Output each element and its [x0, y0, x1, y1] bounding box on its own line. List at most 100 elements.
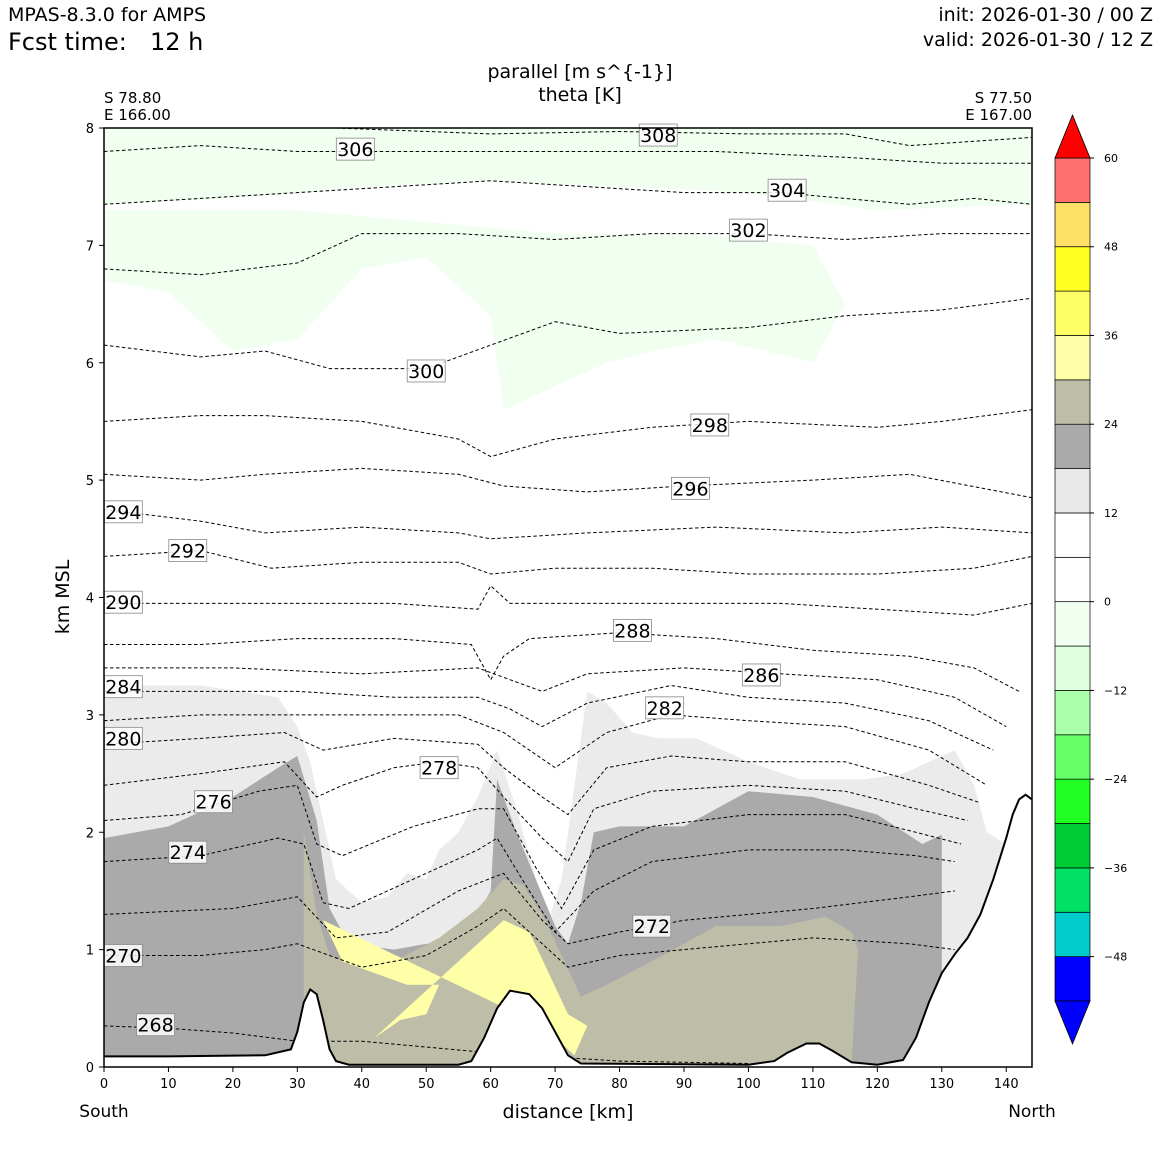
x-tick-label-80: 80 — [611, 1077, 628, 1092]
contour-label-box — [729, 218, 768, 242]
contour-label-278: 278 — [419, 756, 459, 780]
y-tick-label-2: 2 — [86, 826, 94, 841]
theta-contour-278 — [103, 761, 968, 863]
contour-label-292: 292 — [168, 539, 208, 563]
contour-label-296: 296 — [671, 476, 710, 500]
contour-label-268: 268 — [136, 1013, 175, 1037]
wind-fill-layer — [104, 128, 1032, 1065]
theta-contour-294 — [103, 509, 1033, 540]
colorbar-tick-label: −24 — [1104, 773, 1127, 786]
left-coord-lon: E 166.00 — [104, 106, 171, 124]
colorbar-segment — [1054, 601, 1091, 647]
theta-contour-274 — [103, 837, 955, 933]
wind-fill-light-green-top — [104, 128, 1032, 211]
contour-label-box — [741, 663, 781, 687]
colorbar-segment — [1054, 468, 1091, 514]
contour-label-text: 282 — [647, 698, 683, 720]
x-tick-label-110: 110 — [800, 1077, 825, 1092]
colorbar-tick-label: 24 — [1104, 418, 1118, 431]
axes-layer: 0 10 20 30 40 50 60 70 80 90 100 110 120 130 140 0 1 2 3 4 5… — [86, 122, 1033, 1092]
y-tick-label-1: 1 — [86, 944, 94, 959]
contour-label-298: 298 — [690, 413, 730, 437]
colorbar-tick-label: 36 — [1104, 329, 1118, 342]
theta-contour-296 — [103, 467, 1033, 499]
contour-label-280: 280 — [103, 726, 143, 750]
terrain-line — [104, 793, 1033, 1066]
contour-label-box — [194, 790, 233, 814]
contour-label-text: 306 — [337, 139, 373, 161]
contour-label-284: 284 — [103, 675, 143, 699]
left-coord-lat: S 78.80 — [104, 89, 161, 107]
theta-contour-270 — [104, 907, 955, 968]
colorbar-segment — [1054, 867, 1091, 913]
contour-label-text: 278 — [421, 758, 457, 780]
forecast-time-value: 12 h — [150, 28, 204, 56]
contour-label-272: 272 — [632, 914, 672, 938]
contour-label-308: 308 — [638, 123, 678, 147]
colorbar-segment — [1054, 246, 1091, 292]
valid-time: valid: 2026-01-30 / 12 Z — [922, 29, 1153, 51]
theta-contour-306 — [103, 145, 1032, 164]
x-tick-label-120: 120 — [865, 1077, 890, 1092]
wind-fill-light-green-mid — [104, 210, 846, 410]
contour-label-box — [671, 476, 710, 500]
theta-contour-284 — [104, 684, 994, 751]
colorbar-segment — [1054, 379, 1091, 425]
contour-label-text: 290 — [105, 592, 141, 614]
contour-label-270: 270 — [103, 944, 143, 967]
colorbar-under-arrow — [1054, 1000, 1091, 1046]
contour-label-276: 276 — [194, 790, 233, 814]
colorbar-segment — [1054, 290, 1091, 336]
x-tick-label-90: 90 — [676, 1077, 693, 1092]
x-tick-label-30: 30 — [289, 1077, 306, 1092]
contour-label-box — [638, 123, 678, 147]
theta-contour-300 — [103, 297, 1033, 370]
colorbar-segment — [1054, 823, 1091, 869]
contour-label-box — [632, 914, 672, 938]
colorbar-segment — [1054, 734, 1091, 780]
contour-label-box — [645, 696, 685, 720]
theta-contour-302 — [103, 233, 1032, 276]
colorbar-segment — [1054, 556, 1091, 603]
y-tick-label-7: 7 — [86, 239, 94, 254]
contour-label-306: 306 — [335, 137, 375, 161]
theta-contour-292 — [103, 549, 1033, 575]
contour-label-box — [335, 137, 375, 161]
colorbar-segment — [1054, 690, 1091, 736]
x-tick-label-100: 100 — [736, 1077, 761, 1092]
contour-label-text: 294 — [105, 502, 141, 524]
terrain-layer — [104, 793, 1033, 1067]
colorbar-segment — [1054, 911, 1091, 957]
contour-label-text: 274 — [170, 842, 206, 864]
colorbar-tick-label: −12 — [1104, 684, 1127, 697]
contour-label-text: 292 — [170, 541, 206, 563]
right-coord-lat: S 77.50 — [975, 89, 1032, 107]
theta-contour-288 — [104, 632, 1020, 692]
contour-label-286: 286 — [741, 663, 781, 687]
contour-label-box — [136, 1013, 175, 1037]
wind-fill-olive-18-24 — [303, 832, 858, 1065]
theta-contour-282 — [103, 714, 988, 786]
contour-label-294: 294 — [103, 500, 143, 524]
theta-contour-272 — [103, 872, 955, 945]
theta-contour-268 — [103, 1025, 749, 1064]
contour-label-text: 270 — [105, 945, 141, 967]
wind-fill-pale-yellow-24-30 — [323, 920, 588, 1062]
contour-label-text: 284 — [105, 677, 141, 699]
colorbar-segment — [1054, 956, 1091, 1002]
theta-contour-304 — [103, 180, 1033, 205]
model-title: MPAS-8.3.0 for AMPS — [8, 4, 207, 26]
theta-contour-276 — [103, 784, 962, 910]
contour-label-302: 302 — [729, 218, 768, 242]
contour-label-text: 276 — [195, 792, 231, 814]
init-time: init: 2026-01-30 / 00 Z — [938, 4, 1153, 26]
x-tick-label-130: 130 — [929, 1077, 954, 1092]
contour-label-box — [767, 178, 807, 202]
contour-label-text: 302 — [730, 220, 766, 242]
contour-label-layer: 268 270 272 274 276 278 280 282 284 286 288 290 292 2… — [103, 123, 807, 1037]
y-tick-label-5: 5 — [86, 474, 94, 489]
theta-contour-298 — [103, 409, 1033, 458]
colorbar-tick-label: 0 — [1104, 596, 1111, 609]
contour-label-box — [613, 618, 652, 642]
contour-label-text: 304 — [769, 180, 805, 202]
